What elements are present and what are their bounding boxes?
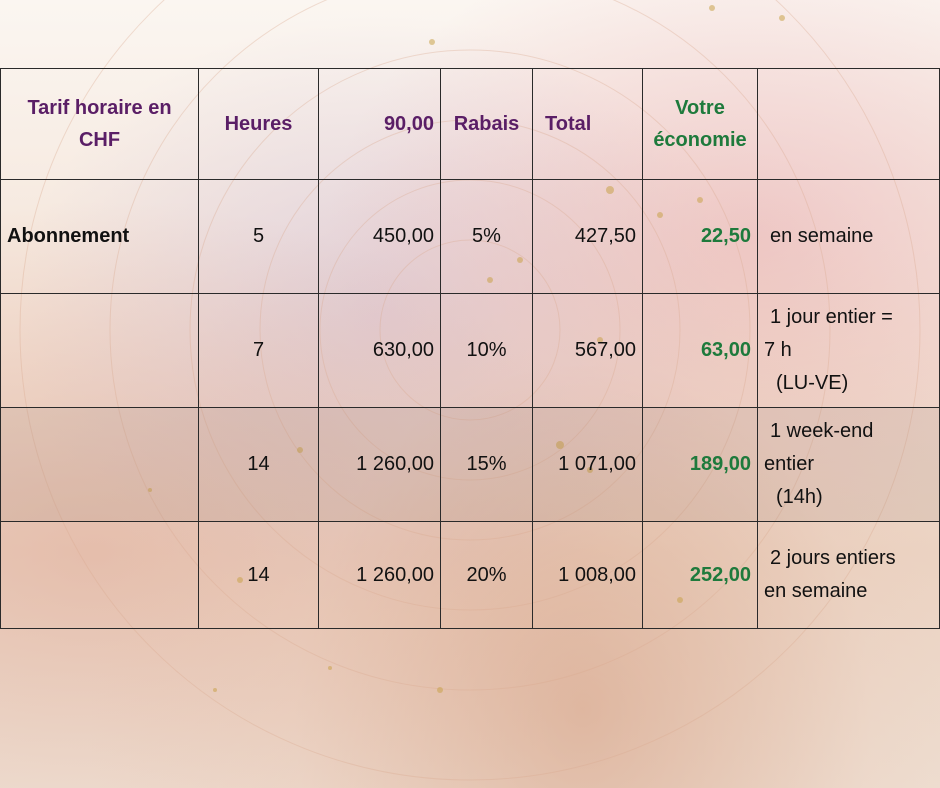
row-rabais: 5% [440, 179, 533, 294]
header-economie-line1: Votre [675, 97, 725, 119]
row-note-line: 7 h [764, 339, 792, 361]
row-note-line: 1 week-end [770, 420, 874, 442]
price-table: Tarif horaire en CHF Heures 90,00 Rabais… [0, 68, 940, 629]
row-total: 427,50 [532, 179, 643, 294]
row-economie: 252,00 [642, 521, 758, 629]
price-table-container: Tarif horaire en CHF Heures 90,00 Rabais… [0, 68, 940, 638]
row-montant: 630,00 [318, 293, 441, 408]
table-row: 14 1 260,00 20% 1 008,00 252,00 2 jours … [0, 521, 940, 629]
header-tarif-horaire: Tarif horaire en CHF [0, 68, 199, 180]
row-heures: 14 [198, 521, 319, 629]
header-total: Total [532, 68, 643, 180]
row-note: 2 jours entiers en semaine [757, 521, 940, 629]
row-note: en semaine [757, 179, 940, 294]
row-note: 1 jour entier = 7 h (LU-VE) [757, 293, 940, 408]
row-note-line: en semaine [764, 580, 868, 602]
row-economie: 22,50 [642, 179, 758, 294]
table-header-row: Tarif horaire en CHF Heures 90,00 Rabais… [0, 68, 940, 180]
row-note: 1 week-end entier (14h) [757, 407, 940, 522]
header-economie: Votre économie [642, 68, 758, 180]
row-label [0, 407, 199, 522]
row-rabais: 10% [440, 293, 533, 408]
row-heures: 14 [198, 407, 319, 522]
row-note-line: entier [764, 453, 815, 475]
row-note-line: 1 jour entier = [770, 306, 893, 328]
row-label [0, 293, 199, 408]
row-rabais: 20% [440, 521, 533, 629]
row-heures: 7 [198, 293, 319, 408]
row-total: 1 071,00 [532, 407, 643, 522]
header-rabais: Rabais [440, 68, 533, 180]
row-note-line: (LU-VE) [776, 372, 849, 394]
row-rabais: 15% [440, 407, 533, 522]
header-heures: Heures [198, 68, 319, 180]
row-montant: 450,00 [318, 179, 441, 294]
row-montant: 1 260,00 [318, 407, 441, 522]
table-row: 7 630,00 10% 567,00 63,00 1 jour entier … [0, 293, 940, 408]
row-total: 1 008,00 [532, 521, 643, 629]
row-economie: 189,00 [642, 407, 758, 522]
row-note-line: (14h) [776, 486, 823, 508]
row-montant: 1 260,00 [318, 521, 441, 629]
table-row: 14 1 260,00 15% 1 071,00 189,00 1 week-e… [0, 407, 940, 522]
header-economie-line2: économie [653, 129, 747, 151]
header-notes [757, 68, 940, 180]
header-hourly-rate: 90,00 [318, 68, 441, 180]
row-total: 567,00 [532, 293, 643, 408]
row-label: Abonnement [0, 179, 199, 294]
row-note-line: 2 jours entiers [770, 547, 896, 569]
row-economie: 63,00 [642, 293, 758, 408]
row-label [0, 521, 199, 629]
row-heures: 5 [198, 179, 319, 294]
row-note-line: en semaine [770, 225, 874, 247]
table-row: Abonnement 5 450,00 5% 427,50 22,50 en s… [0, 179, 940, 294]
